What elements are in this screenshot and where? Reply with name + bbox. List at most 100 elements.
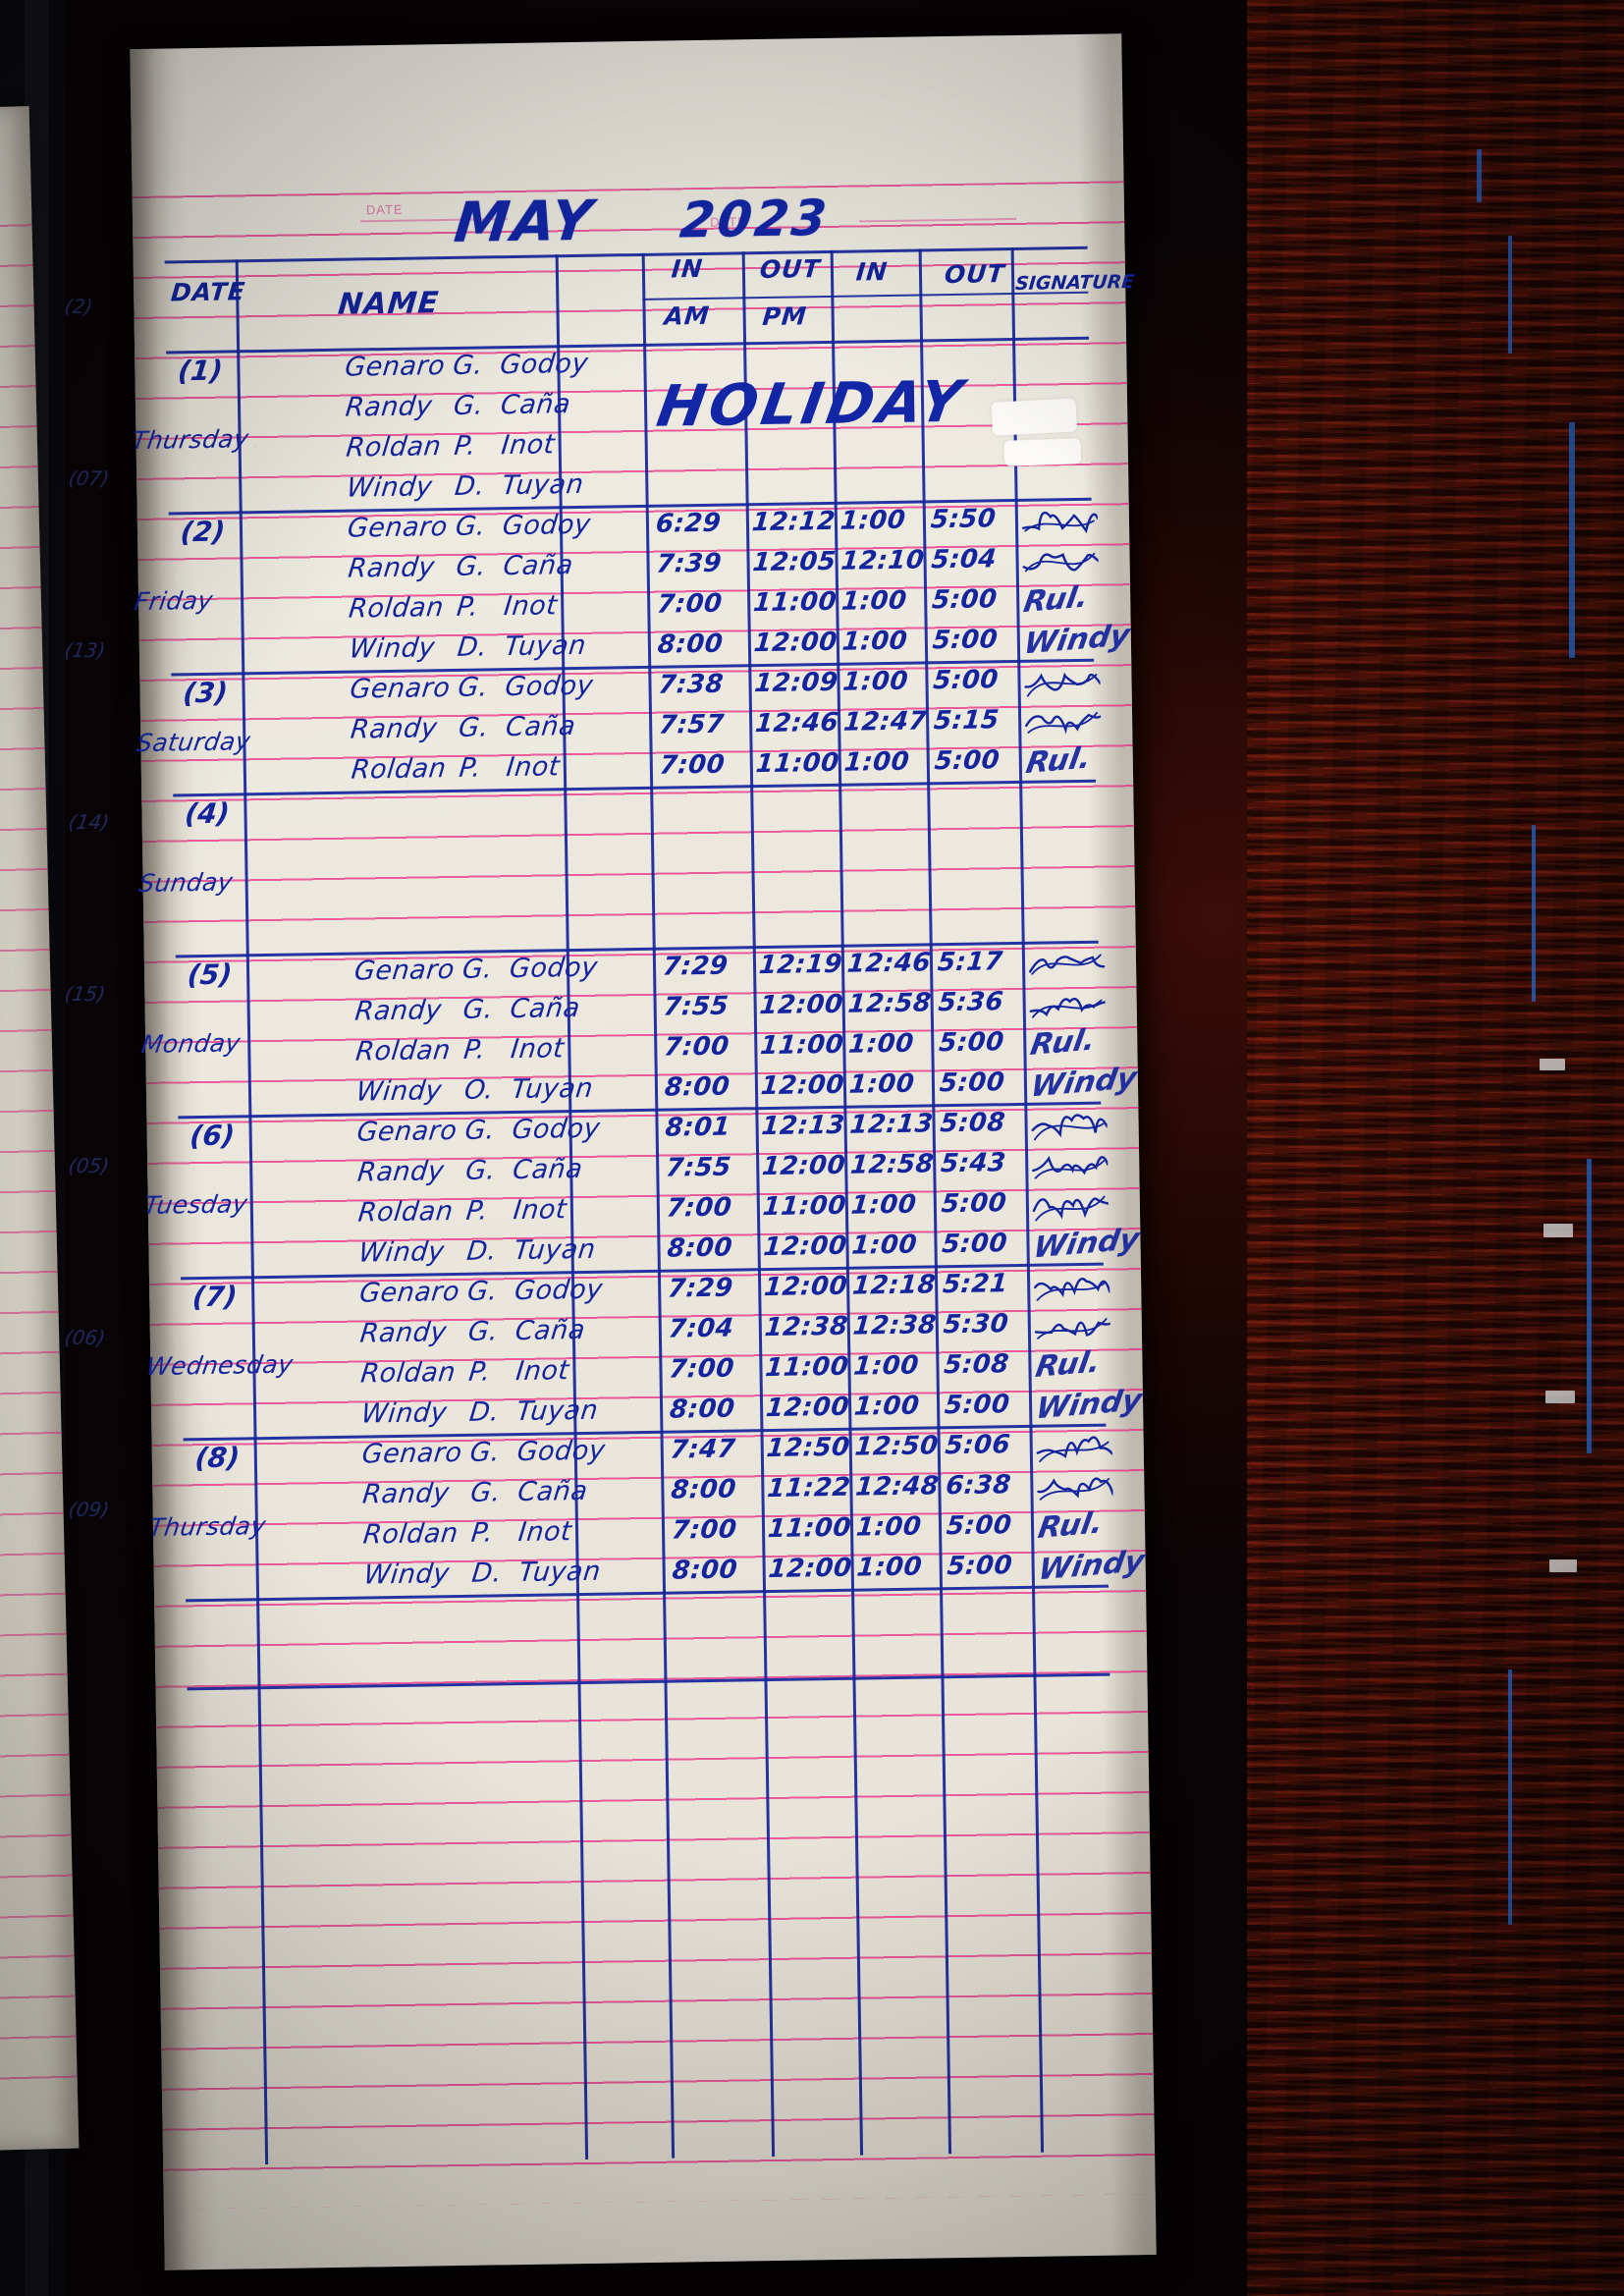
row-last-name: Caña: [515, 1475, 590, 1508]
row-last-name: Inot: [512, 1194, 568, 1227]
row-first-name: Genaro: [348, 673, 453, 705]
row-middle-initial: D.: [467, 1396, 502, 1428]
signature-scrawl[interactable]: [1024, 701, 1102, 741]
row-first-name: Genaro: [352, 954, 457, 987]
blue-glint: [1508, 236, 1512, 354]
row-time-out-pm: 11:22: [766, 1472, 852, 1504]
row-time-out-pm: 11:00: [761, 1190, 847, 1223]
row-first-name: Randy: [358, 1317, 449, 1349]
row-middle-initial: P.: [461, 1034, 488, 1066]
row-middle-initial: G.: [454, 551, 488, 582]
signature-scrawl[interactable]: [1036, 1466, 1113, 1506]
row-signature[interactable]: Rul.: [1033, 1344, 1104, 1385]
row-time-in-am: 8:00: [670, 1474, 738, 1505]
row-time-in-am: 7:39: [655, 548, 724, 579]
row-first-name: Genaro: [360, 1437, 464, 1470]
row-time-in-2: 12:38: [851, 1310, 938, 1341]
row-time-in-2: 1:00: [846, 1028, 915, 1060]
row-time-in-am: 8:00: [663, 1071, 731, 1103]
signature-scrawl[interactable]: [1021, 540, 1099, 580]
row-time-out-2: 5:00: [937, 1027, 1005, 1059]
signature-scrawl[interactable]: [1021, 500, 1099, 540]
column-header-date: DATE: [169, 277, 247, 307]
row-last-name: Godoy: [513, 1274, 605, 1307]
row-first-name: Windy: [359, 1397, 449, 1430]
signature-scrawl[interactable]: [1032, 1184, 1110, 1225]
row-last-name: Caña: [499, 389, 572, 421]
row-time-in-am: 8:00: [656, 629, 725, 660]
signature-scrawl[interactable]: [1034, 1305, 1111, 1345]
block-note: HOLIDAY: [652, 367, 971, 440]
row-signature[interactable]: Rul.: [1023, 740, 1094, 782]
column-header-in-am: IN: [670, 253, 705, 284]
row-signature[interactable]: Rul.: [1035, 1505, 1106, 1546]
row-time-out-pm: 11:00: [751, 586, 839, 619]
blue-glint: [1477, 149, 1482, 202]
white-glint: [1545, 1391, 1575, 1403]
row-time-in-am: 8:00: [666, 1232, 734, 1264]
signature-scrawl[interactable]: [1028, 943, 1106, 983]
row-middle-initial: G.: [460, 954, 495, 985]
column-header-signature: SIGNATURE: [1014, 271, 1136, 295]
row-middle-initial: G.: [466, 1316, 501, 1347]
row-time-out-pm: 12:00: [767, 1553, 853, 1585]
row-time-out-2: 5:30: [942, 1309, 1010, 1340]
signature-scrawl[interactable]: [1030, 1104, 1108, 1144]
row-time-out-pm: 12:00: [759, 1069, 846, 1102]
row-time-in-2: 1:00: [849, 1189, 918, 1221]
signature-scrawl[interactable]: [1035, 1426, 1113, 1466]
row-first-name: Genaro: [346, 512, 450, 544]
row-time-in-am: 7:00: [668, 1353, 736, 1385]
row-time-in-2: 1:00: [839, 505, 907, 536]
row-first-name: Windy: [362, 1558, 452, 1591]
white-glint: [1549, 1559, 1577, 1572]
row-time-out-2: 5:00: [941, 1229, 1009, 1260]
red-textured-surface: [1247, 0, 1624, 2296]
row-last-name: Tuyan: [510, 1072, 595, 1106]
row-signature[interactable]: Rul.: [1020, 579, 1092, 621]
row-middle-initial: D.: [470, 1558, 504, 1589]
row-time-out-2: 5:08: [939, 1108, 1007, 1139]
row-middle-initial: G.: [468, 1477, 503, 1508]
row-time-in-2: 12:46: [845, 948, 933, 979]
row-first-name: Roldan: [353, 1035, 453, 1067]
row-middle-initial: G.: [468, 1437, 502, 1468]
block-day-label: Monday: [139, 1028, 243, 1060]
row-time-out-pm: 12:38: [763, 1311, 849, 1343]
row-first-name: Randy: [349, 713, 439, 745]
row-middle-initial: G.: [451, 350, 485, 381]
attendance-table: DATE NAME IN AM OUT PM IN OUT SIGNATURE …: [130, 246, 1147, 2166]
row-time-out-2: 5:04: [930, 544, 999, 575]
block-number-3: (3): [181, 676, 230, 710]
row-last-name: Inot: [514, 1355, 571, 1388]
row-time-out-pm: 12:05: [751, 546, 838, 578]
row-last-name: Godoy: [503, 670, 595, 703]
row-time-out-pm: 11:00: [764, 1351, 850, 1384]
row-middle-initial: D.: [453, 470, 487, 502]
row-time-in-2: 1:00: [839, 585, 908, 617]
row-last-name: Tuyan: [512, 1233, 598, 1267]
block-day-label: Thursday: [130, 424, 251, 456]
correction-fluid-patch: [1003, 438, 1082, 466]
signature-scrawl[interactable]: [1028, 983, 1106, 1023]
signature-scrawl[interactable]: [1023, 661, 1101, 701]
row-time-in-am: 7:47: [669, 1434, 737, 1465]
row-time-in-2: 1:00: [855, 1552, 924, 1583]
row-last-name: Godoy: [510, 1113, 602, 1146]
signature-scrawl[interactable]: [1031, 1144, 1109, 1184]
row-time-in-2: 12:48: [854, 1471, 941, 1503]
row-time-in-am: 7:55: [664, 1152, 732, 1183]
row-time-out-2: 5:43: [939, 1148, 1007, 1179]
row-middle-initial: D.: [456, 631, 489, 663]
row-last-name: Godoy: [501, 509, 593, 542]
row-time-out-2: 5:00: [931, 625, 1000, 656]
row-signature[interactable]: Rul.: [1028, 1022, 1099, 1064]
row-middle-initial: G.: [456, 672, 490, 703]
row-last-name: Caña: [514, 1314, 587, 1347]
row-time-in-2: 12:10: [839, 545, 926, 576]
margin-note: (15): [63, 982, 107, 1006]
row-time-in-am: 7:55: [662, 991, 731, 1022]
white-glint: [1543, 1224, 1573, 1237]
column-header-out-2: OUT: [943, 259, 1006, 290]
signature-scrawl[interactable]: [1033, 1265, 1110, 1305]
